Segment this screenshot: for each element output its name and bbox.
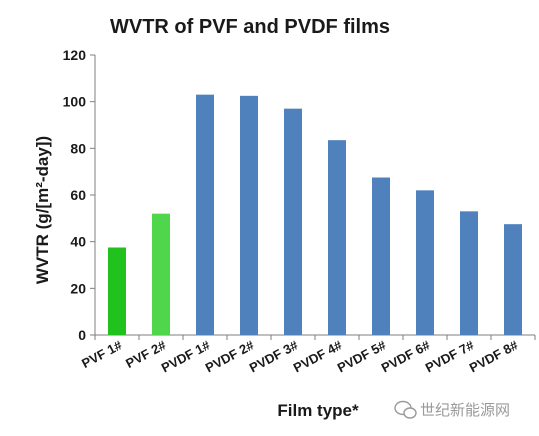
- x-tick-label: PVDF 5#: [335, 337, 389, 375]
- watermark-text: 世纪新能源网: [420, 401, 510, 419]
- bar: [284, 108, 302, 336]
- bar: [416, 190, 434, 335]
- x-tick-label: PVDF 7#: [423, 337, 477, 375]
- y-tick-label: 120: [63, 47, 87, 63]
- bar: [328, 140, 346, 335]
- x-axis-label: Film type*: [277, 401, 359, 420]
- x-tick-label: PVDF 3#: [247, 337, 301, 375]
- bar: [152, 213, 170, 335]
- y-tick-label: 0: [78, 327, 86, 343]
- bar: [108, 247, 126, 335]
- y-tick-label: 80: [70, 140, 86, 156]
- y-tick-label: 60: [70, 187, 86, 203]
- bar: [196, 94, 214, 336]
- bar: [372, 177, 390, 335]
- x-tick-label: PVDF 1#: [159, 337, 213, 375]
- y-axis-label: WVTR (g/[m²-day]): [33, 136, 52, 284]
- x-tick-label: PVDF 8#: [467, 337, 521, 375]
- x-tick-label: PVDF 4#: [291, 337, 345, 375]
- watermark: 世纪新能源网: [394, 400, 510, 419]
- x-tick-label: PVDF 2#: [203, 337, 257, 375]
- y-tick-label: 100: [63, 94, 87, 110]
- y-tick-label: 20: [70, 280, 86, 296]
- x-tick-label: PVDF 6#: [379, 337, 433, 375]
- bar: [504, 224, 522, 335]
- bar: [240, 95, 258, 335]
- chart-title: WVTR of PVF and PVDF films: [110, 16, 390, 38]
- wechat-icon: [394, 400, 417, 419]
- y-tick-label: 40: [70, 234, 86, 250]
- bar: [460, 211, 478, 335]
